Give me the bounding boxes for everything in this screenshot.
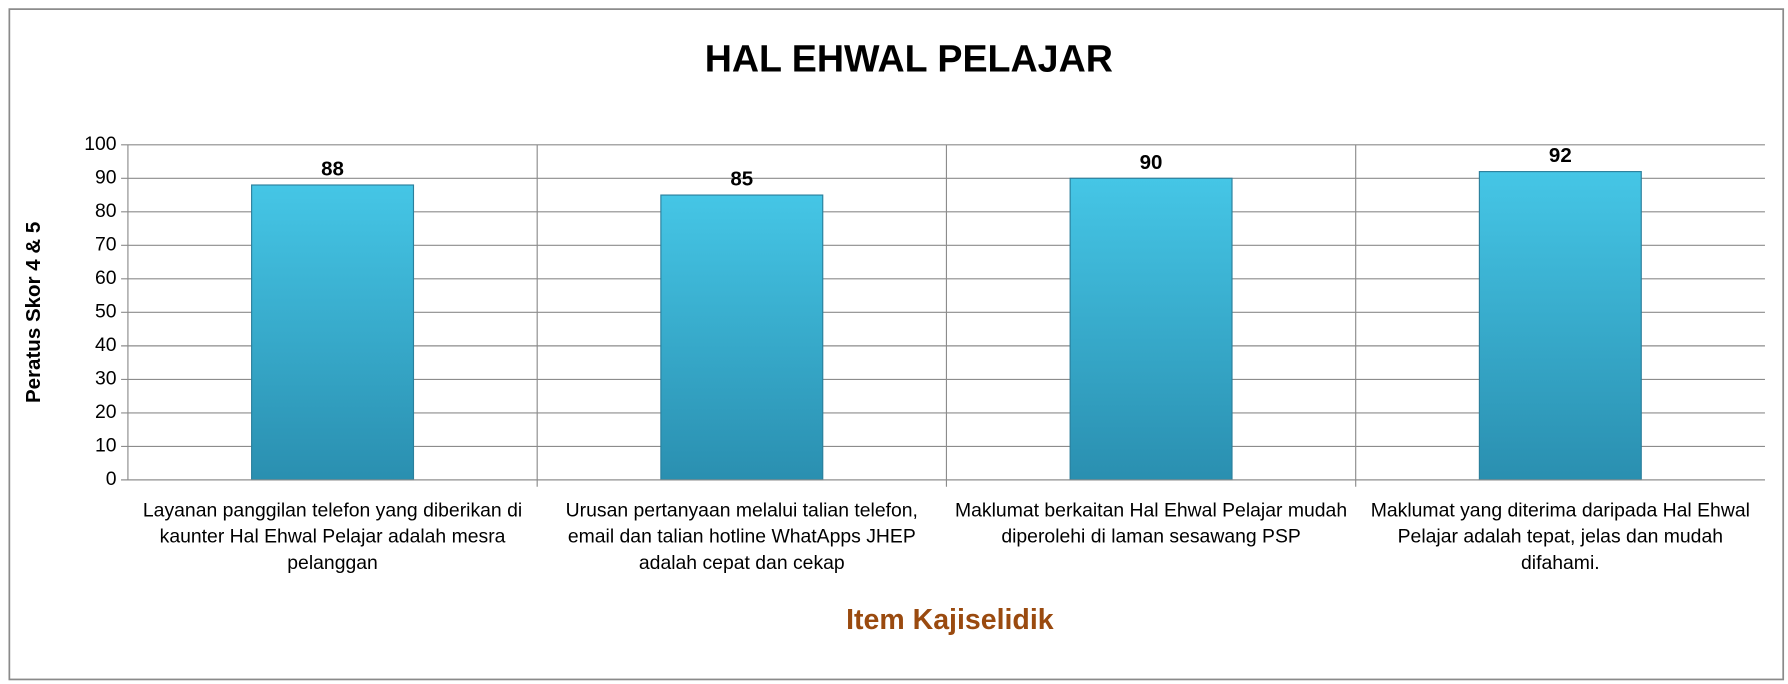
bar	[251, 184, 415, 481]
x-tick-label: Layanan panggilan telefon yang diberikan…	[142, 499, 523, 574]
data-label: 92	[1549, 144, 1572, 167]
x-tick-label-box: Layanan panggilan telefon yang diberikan…	[142, 499, 523, 574]
x-axis-title: Item Kajiselidik	[846, 604, 1054, 636]
x-tick-label: Urusan pertanyaan melalui talian telefon…	[565, 499, 918, 574]
bar	[1069, 177, 1233, 481]
data-label: 88	[321, 158, 344, 181]
y-tick-label: 40	[95, 334, 117, 356]
y-tick-label: 70	[95, 233, 117, 255]
y-tick-label: 0	[106, 468, 117, 490]
chart-title: HAL EHWAL PELAJAR	[705, 37, 1113, 79]
data-label: 90	[1140, 151, 1163, 174]
y-tick-label: 20	[95, 401, 117, 423]
x-tick-label-box: Urusan pertanyaan melalui talian telefon…	[565, 499, 918, 574]
y-tick-label: 100	[84, 133, 117, 155]
x-tick-label-box: Maklumat berkaitan Hal Ehwal Pelajar mud…	[955, 499, 1348, 548]
x-tick-label: Maklumat yang diterima daripada Hal Ehwa…	[1370, 499, 1750, 574]
bar	[660, 194, 824, 481]
y-tick-label: 10	[95, 435, 117, 457]
data-label: 85	[730, 168, 753, 191]
x-tick-label-box: Maklumat yang diterima daripada Hal Ehwa…	[1370, 499, 1750, 574]
y-tick-label: 60	[95, 267, 117, 289]
y-tick-label: 30	[95, 368, 117, 390]
bar	[1478, 171, 1642, 481]
y-tick-label: 90	[95, 166, 117, 188]
y-tick-label: 80	[95, 200, 117, 222]
y-axis-title: Peratus Skor 4 & 5	[22, 222, 45, 403]
y-tick-label: 50	[95, 300, 117, 322]
x-tick-label: Maklumat berkaitan Hal Ehwal Pelajar mud…	[955, 499, 1348, 548]
